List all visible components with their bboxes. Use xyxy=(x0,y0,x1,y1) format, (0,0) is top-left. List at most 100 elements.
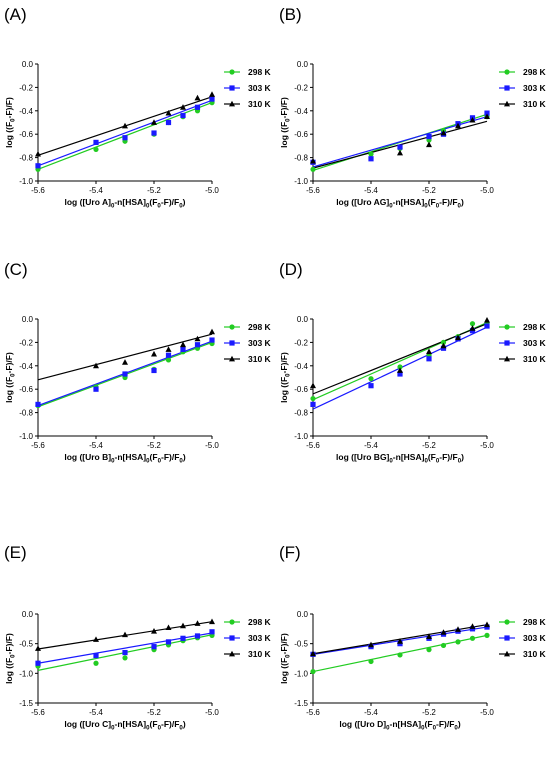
legend-label: 310 K xyxy=(523,99,547,109)
y-tick-label: -0.2 xyxy=(19,83,33,92)
legend-label: 298 K xyxy=(248,617,272,627)
x-axis-label: log ([Uro A]0-n[HSA]0(F0-F)/F0) xyxy=(65,197,186,210)
data-point xyxy=(93,146,99,153)
data-point xyxy=(368,376,374,382)
data-point xyxy=(440,629,447,635)
data-point xyxy=(151,644,157,650)
y-axis-label: log ((F0-F)/F) xyxy=(4,633,17,684)
y-axis-label: log ((F0-F)/F) xyxy=(4,97,17,148)
data-point xyxy=(122,655,128,661)
data-point xyxy=(397,652,403,658)
y-tick-label: -1.5 xyxy=(19,699,33,708)
y-tick-label: -0.8 xyxy=(294,409,308,418)
data-point xyxy=(35,660,41,666)
data-point xyxy=(209,629,215,635)
legend-label: 310 K xyxy=(248,354,272,364)
fit-line xyxy=(312,323,488,395)
legend-marker xyxy=(504,355,510,362)
x-axis-label: log ([Uro B]0-n[HSA]0(F0-F)/F0) xyxy=(64,452,185,465)
x-tick-label: -5.4 xyxy=(89,441,103,450)
panel-label: (E) xyxy=(4,543,27,562)
data-point xyxy=(310,166,316,172)
y-tick-label: -1.0 xyxy=(19,669,33,678)
y-tick-label: -1.5 xyxy=(294,699,308,708)
legend-label: 310 K xyxy=(523,354,547,364)
data-point xyxy=(455,122,461,129)
legend-marker xyxy=(504,69,510,75)
data-point xyxy=(440,642,447,649)
legend-label: 303 K xyxy=(523,83,547,93)
legend-label: 298 K xyxy=(523,322,547,332)
y-tick-label: -1.0 xyxy=(294,432,308,441)
data-point xyxy=(180,112,186,119)
x-axis-label: log ([Uro BG]0-n[HSA]0(F0-F)/F0) xyxy=(336,452,464,465)
x-tick-label: -5.2 xyxy=(422,708,436,717)
data-point xyxy=(209,91,215,97)
y-tick-label: 0.0 xyxy=(297,60,309,69)
y-tick-label: -0.5 xyxy=(19,640,33,649)
data-point xyxy=(484,110,490,116)
y-tick-label: -0.4 xyxy=(19,362,33,371)
data-point xyxy=(165,346,172,352)
x-tick-label: -5.6 xyxy=(31,186,45,195)
x-tick-label: -5.2 xyxy=(147,186,161,195)
panel-label: (F) xyxy=(279,543,301,562)
legend-label: 303 K xyxy=(523,633,547,643)
data-point xyxy=(122,122,128,129)
legend-label: 310 K xyxy=(248,649,272,659)
data-point xyxy=(194,104,201,110)
y-tick-label: -0.6 xyxy=(19,130,33,139)
data-point xyxy=(180,104,186,110)
panel-label: (A) xyxy=(4,5,27,24)
y-tick-label: -0.4 xyxy=(19,107,33,116)
data-point xyxy=(426,133,432,140)
y-tick-label: 0.0 xyxy=(22,315,34,324)
chart-panel: (A) -1.0 -0.8 -0.6 -0.4 -0.2 0.0 -5.6 -5.4 -5.2 -5… xyxy=(4,5,272,210)
x-tick-label: -5.4 xyxy=(364,708,378,717)
y-axis-label: log ((F0-F)/F) xyxy=(279,633,292,684)
data-point xyxy=(368,641,374,648)
data-point xyxy=(455,639,461,645)
legend-marker xyxy=(229,85,235,91)
legend-label: 298 K xyxy=(523,67,547,77)
x-tick-label: -5.4 xyxy=(364,441,378,450)
data-point xyxy=(426,141,432,148)
data-point xyxy=(35,645,41,651)
chart-panel: (B) -1.0 -0.8 -0.6 -0.4 -0.2 0.0 -5.6 -5.4 -5.2 -5… xyxy=(279,5,547,210)
x-tick-label: -5.2 xyxy=(147,441,161,450)
data-point xyxy=(397,367,403,373)
x-tick-label: -5.0 xyxy=(205,186,219,195)
data-point xyxy=(122,359,128,365)
x-tick-label: -5.0 xyxy=(480,708,494,717)
data-point xyxy=(469,623,476,629)
x-axis-label: log ([Uro AG]0-n[HSA]0(F0-F)/F0) xyxy=(336,197,464,210)
legend-label: 298 K xyxy=(248,322,272,332)
fit-line xyxy=(37,99,213,167)
data-point xyxy=(440,129,447,136)
data-point xyxy=(35,401,41,408)
legend-marker xyxy=(504,650,510,657)
data-point xyxy=(397,638,403,644)
legend-label: 303 K xyxy=(248,83,272,93)
y-tick-label: 0.0 xyxy=(297,610,309,619)
x-tick-label: -5.0 xyxy=(205,441,219,450)
data-point xyxy=(368,383,374,389)
chart-panel: (E) -1.5 -1.0 -0.5 0.0 -5.6 -5.4 -5.2 -5.0 log ([… xyxy=(4,543,272,732)
legend-marker xyxy=(229,650,235,657)
y-tick-label: -1.0 xyxy=(294,177,308,186)
data-point xyxy=(194,342,201,348)
legend-marker xyxy=(504,635,510,641)
data-point xyxy=(194,620,201,626)
x-tick-label: -5.6 xyxy=(306,441,320,450)
fit-line xyxy=(312,116,488,168)
data-point xyxy=(426,647,432,653)
data-point xyxy=(397,144,403,150)
data-point xyxy=(310,395,316,402)
data-point xyxy=(455,334,461,341)
data-point xyxy=(426,633,432,639)
data-point xyxy=(151,119,157,125)
y-tick-label: -0.4 xyxy=(294,107,308,116)
legend-label: 303 K xyxy=(523,338,547,348)
legend-marker xyxy=(229,69,235,75)
data-point xyxy=(194,94,201,101)
